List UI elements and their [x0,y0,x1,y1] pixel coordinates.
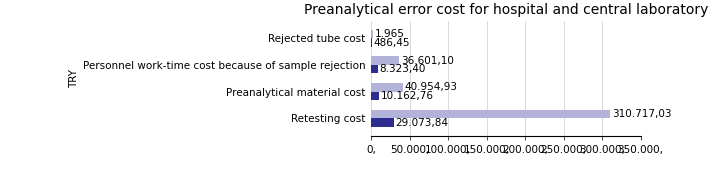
Bar [371,56,400,65]
Text: 8.323,40: 8.323,40 [379,64,426,74]
Bar [371,110,610,118]
Legend: Hospital laboratory 89%, Central laboratory 11%: Hospital laboratory 89%, Central laborat… [102,173,403,174]
Text: 40.954,93: 40.954,93 [404,82,457,92]
Bar [371,83,403,92]
Y-axis label: TRY: TRY [69,69,79,88]
Text: 486,45: 486,45 [373,38,410,48]
Title: Preanalytical error cost for hospital and central laboratory: Preanalytical error cost for hospital an… [304,3,708,17]
Bar [371,118,394,127]
Bar [371,65,378,73]
Text: 36.601,10: 36.601,10 [401,56,454,66]
Text: 1.965: 1.965 [374,29,404,39]
Text: 29.073,84: 29.073,84 [395,118,448,128]
Text: 10.162,76: 10.162,76 [381,91,434,101]
Bar [371,30,373,38]
Bar [371,92,379,100]
Text: 310.717,03: 310.717,03 [612,109,671,119]
